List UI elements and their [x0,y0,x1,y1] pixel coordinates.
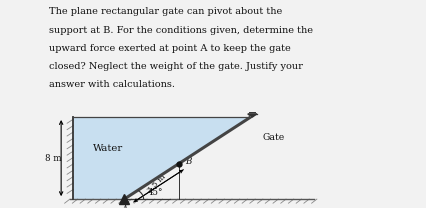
Text: 45°: 45° [148,188,164,197]
Text: 3.5 m: 3.5 m [146,173,167,194]
Text: answer with calculations.: answer with calculations. [49,80,175,89]
Text: A: A [121,205,127,208]
Text: support at B. For the conditions given, determine the: support at B. For the conditions given, … [49,26,313,35]
Text: B: B [185,157,192,166]
Text: Gate: Gate [263,133,285,142]
Text: Water: Water [93,145,124,154]
Text: 8 m: 8 m [45,154,62,163]
Polygon shape [73,117,250,199]
Text: The plane rectangular gate can pivot about the: The plane rectangular gate can pivot abo… [49,7,282,16]
Polygon shape [248,114,257,117]
Text: upward force exerted at point A to keep the gate: upward force exerted at point A to keep … [49,44,291,53]
Text: closed? Neglect the weight of the gate. Justify your: closed? Neglect the weight of the gate. … [49,62,303,71]
